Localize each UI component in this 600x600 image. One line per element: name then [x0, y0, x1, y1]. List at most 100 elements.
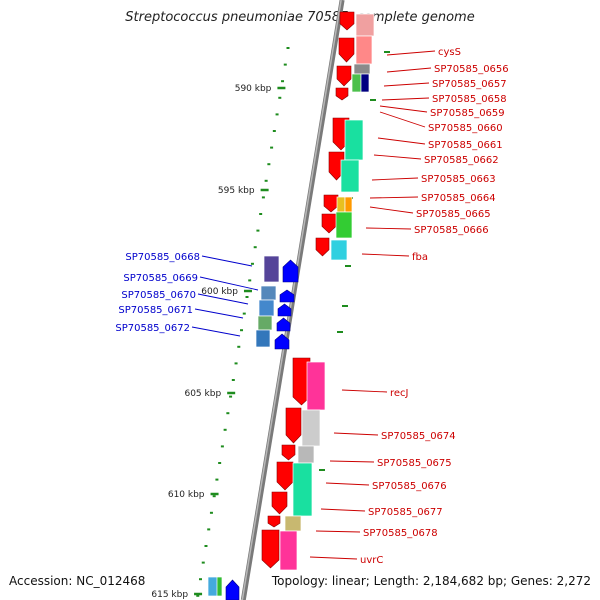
forward-gene-arrow [321, 213, 337, 234]
reverse-gene-block [216, 576, 223, 597]
reverse-gene-arrow [225, 579, 240, 600]
forward-leader-line [320, 508, 366, 512]
forward-gene-label: SP70585_0678 [363, 528, 438, 539]
forward-gene-label: SP70585_0676 [372, 481, 447, 492]
forward-gene-block [279, 530, 298, 571]
gene-features [207, 11, 375, 600]
forward-gene-label: SP70585_0666 [414, 225, 489, 236]
forward-leader-line [379, 105, 428, 113]
forward-gene-label: SP70585_0660 [428, 123, 503, 134]
forward-gene-arrow [285, 407, 302, 444]
forward-gene-label: SP70585_0658 [432, 94, 507, 105]
forward-leader-line [361, 253, 410, 257]
forward-gene-label: recJ [390, 388, 409, 399]
forward-leader-line [309, 556, 358, 560]
forward-gene-block [351, 73, 362, 93]
reverse-leader-line [201, 255, 253, 267]
forward-leader-line [369, 206, 414, 214]
reverse-gene-arrow [282, 259, 299, 283]
kbp-label: 610 kbp [168, 490, 205, 500]
accession-text: Accession: NC_012468 [9, 574, 146, 588]
reverse-gene-arrow [274, 333, 290, 350]
reverse-gene-block [257, 315, 273, 331]
reverse-gene-label: SP70585_0668 [125, 252, 200, 263]
forward-leader-line [325, 482, 370, 486]
forward-gene-arrow [281, 444, 296, 461]
kbp-label: 600 kbp [201, 287, 238, 297]
forward-gene-block [292, 462, 313, 517]
forward-gene-arrow [261, 529, 280, 569]
forward-gene-label: uvrC [360, 555, 383, 566]
forward-gene-block [284, 515, 302, 532]
forward-leader-line [369, 196, 419, 199]
forward-gene-arrow [339, 11, 355, 31]
forward-gene-label: SP70585_0663 [421, 174, 496, 185]
forward-leader-line [333, 432, 379, 436]
kbp-labels: 590 kbp 595 kbp 600 kbp 605 kbp 610 kbp 615 k… [151, 84, 271, 600]
reverse-gene-block [258, 299, 275, 317]
forward-gene-block [353, 63, 371, 75]
tick-marks [194, 47, 390, 597]
reverse-gene-label: SP70585_0671 [118, 305, 193, 316]
forward-leader-line [341, 389, 388, 393]
forward-gene-block [301, 409, 321, 447]
forward-gene-arrow [292, 357, 311, 406]
forward-gene-arrow [271, 491, 288, 515]
reverse-gene-arrow [279, 289, 295, 303]
forward-leader-line [386, 50, 436, 56]
reverse-leader-line [199, 276, 259, 291]
forward-gene-label: SP70585_0661 [428, 140, 503, 151]
forward-gene-label: SP70585_0662 [424, 155, 499, 166]
reverse-leader-line [194, 308, 244, 319]
reverse-gene-label: SP70585_0670 [121, 290, 196, 301]
forward-gene-label: SP70585_0677 [368, 507, 443, 518]
forward-leader-line [315, 530, 361, 533]
forward-gene-block [336, 196, 346, 213]
map-title: Streptococcus pneumoniae 70585, complete… [125, 10, 475, 25]
reverse-leader-line [191, 326, 241, 337]
forward-gene-label: SP70585_0674 [381, 431, 456, 442]
forward-gene-label: cysS [438, 47, 461, 58]
reverse-gene-block [255, 329, 271, 348]
forward-leader-line [379, 111, 426, 128]
reverse-gene-label: SP70585_0672 [115, 323, 190, 334]
forward-gene-block [306, 361, 326, 411]
forward-leader-line [377, 137, 426, 145]
forward-leader-line [381, 97, 430, 101]
forward-gene-label: SP70585_0675 [377, 458, 452, 469]
kbp-label: 590 kbp [235, 84, 272, 94]
forward-gene-arrow [338, 37, 355, 63]
forward-gene-label: SP70585_0659 [430, 108, 505, 119]
genome-summary-text: Topology: linear; Length: 2,184,682 bp; … [271, 574, 591, 588]
kbp-label: 615 kbp [151, 590, 188, 600]
forward-gene-label: SP70585_0664 [421, 193, 496, 204]
forward-gene-arrow [267, 515, 281, 528]
forward-gene-arrow [336, 65, 352, 87]
kbp-label: 595 kbp [218, 186, 255, 196]
forward-gene-block [297, 445, 315, 464]
forward-leader-line [373, 154, 422, 160]
forward-gene-arrow [315, 237, 330, 257]
forward-gene-arrow [323, 194, 339, 213]
reverse-leader-line [197, 293, 249, 305]
forward-gene-label: SP70585_0657 [432, 79, 507, 90]
reverse-gene-arrow [276, 317, 291, 332]
kbp-label: 605 kbp [184, 389, 221, 399]
forward-gene-block [344, 196, 353, 213]
reverse-gene-block [263, 255, 280, 283]
forward-leader-line [383, 82, 430, 87]
reverse-gene-block [260, 285, 277, 301]
label-leader-lines [191, 50, 436, 560]
reverse-gene-label: SP70585_0669 [123, 273, 198, 284]
forward-gene-arrow [328, 151, 345, 181]
forward-gene-label: fba [412, 252, 428, 263]
forward-gene-block [335, 211, 353, 239]
forward-gene-block [340, 159, 360, 193]
reverse-gene-arrow [277, 303, 292, 317]
forward-gene-arrow [276, 461, 294, 491]
forward-gene-label: SP70585_0656 [434, 64, 509, 75]
forward-gene-block [330, 239, 348, 261]
forward-gene-arrow [335, 87, 349, 101]
forward-leader-line [386, 67, 432, 73]
